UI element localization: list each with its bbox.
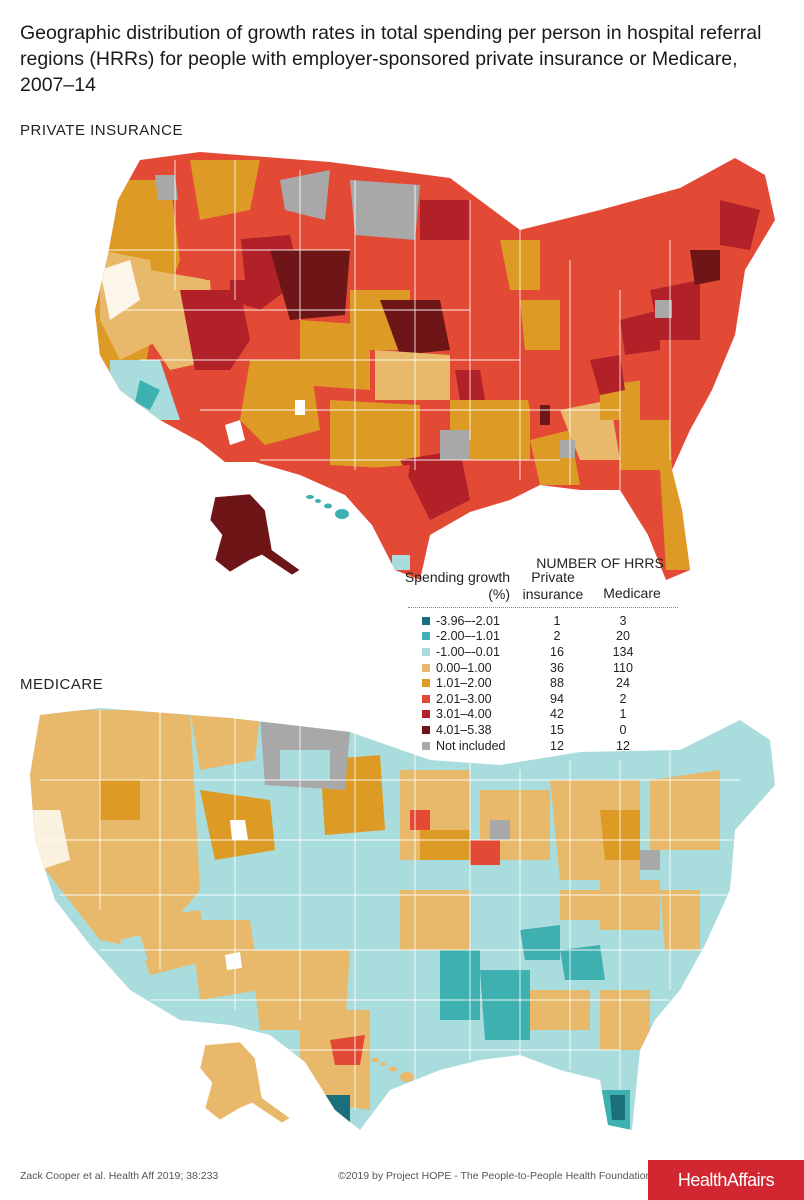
- legend-range: -2.00–-1.01: [436, 629, 500, 644]
- medicare-map-label: MEDICARE: [20, 676, 104, 693]
- legend-medicare-count: 12: [616, 738, 630, 753]
- legend-row: 4.01–5.38 15 0: [422, 722, 663, 738]
- legend-swatch: [422, 725, 430, 734]
- legend-swatch: [422, 679, 430, 688]
- legend-private-count: 2: [553, 629, 561, 644]
- legend-medicare-count: 110: [613, 660, 633, 675]
- legend-range: 1.01–2.00: [436, 676, 492, 691]
- private-insurance-map: [95, 152, 775, 580]
- legend-swatch: [422, 616, 430, 625]
- legend-range: -3.96–-2.01: [436, 613, 500, 628]
- legend-swatch: [422, 694, 430, 703]
- legend-private-count: 1: [553, 613, 561, 628]
- legend-header-medicare: Medicare: [603, 585, 661, 601]
- legend-row: 2.01–3.00 94 2: [422, 691, 663, 707]
- legend-swatch: [422, 710, 430, 719]
- legend-medicare-count: 3: [619, 613, 627, 628]
- legend-row: 1.01–2.00 88 24: [422, 675, 663, 691]
- legend-row: 3.01–4.00 42 1: [422, 707, 663, 723]
- legend-range: 3.01–4.00: [436, 707, 492, 722]
- legend-header-private: Private insurance: [522, 569, 584, 602]
- legend-private-count: 15: [550, 722, 564, 737]
- legend-medicare-count: 2: [619, 691, 627, 706]
- legend-range: Not included: [436, 738, 506, 753]
- legend-swatch: [422, 663, 430, 672]
- legend-divider: [408, 607, 678, 608]
- legend-range: -1.00–-0.01: [436, 644, 500, 659]
- legend-rows: -3.96–-2.01 1 3 -2.00–-1.01 2 20 -1.00–-0.01 16…: [422, 613, 663, 753]
- legend-range: 4.01–5.38: [436, 722, 492, 737]
- health-affairs-logo: HealthAffairs: [648, 1160, 804, 1200]
- legend-swatch: [422, 647, 430, 656]
- figure-title: Geographic distribution of growth rates …: [20, 22, 762, 96]
- legend-row: -1.00–-0.01 16 134: [422, 644, 663, 660]
- legend-private-count: 42: [550, 707, 564, 722]
- legend-medicare-count: 24: [616, 676, 630, 691]
- medicare-map: [30, 708, 775, 1130]
- citation: Zack Cooper et al. Health Aff 2019; 38:2…: [20, 1170, 219, 1182]
- legend-header-number: NUMBER OF HRRS: [536, 555, 664, 571]
- legend-row: -2.00–-1.01 2 20: [422, 629, 663, 645]
- legend-medicare-count: 134: [612, 644, 634, 659]
- legend-swatch: [422, 741, 430, 750]
- copyright: ©2019 by Project HOPE - The People-to-Pe…: [338, 1170, 675, 1182]
- legend-private-count: 88: [550, 676, 564, 691]
- legend-medicare-count: 20: [616, 629, 630, 644]
- legend-row: 0.00–1.00 36 110: [422, 660, 663, 676]
- legend-range: 2.01–3.00: [436, 691, 492, 706]
- legend-row: Not included 12 12: [422, 738, 663, 754]
- legend-private-count: 36: [550, 660, 564, 675]
- legend-private-count: 94: [550, 691, 564, 706]
- private-map-label: PRIVATE INSURANCE: [20, 122, 183, 139]
- legend-row: -3.96–-2.01 1 3: [422, 613, 663, 629]
- legend-private-count: 12: [550, 738, 564, 753]
- legend-header-spending: Spending growth (%): [404, 569, 510, 602]
- legend-private-count: 16: [550, 644, 564, 659]
- legend-medicare-count: 1: [619, 707, 627, 722]
- legend-medicare-count: 0: [619, 722, 627, 737]
- legend-range: 0.00–1.00: [436, 660, 492, 675]
- legend-swatch: [422, 632, 430, 641]
